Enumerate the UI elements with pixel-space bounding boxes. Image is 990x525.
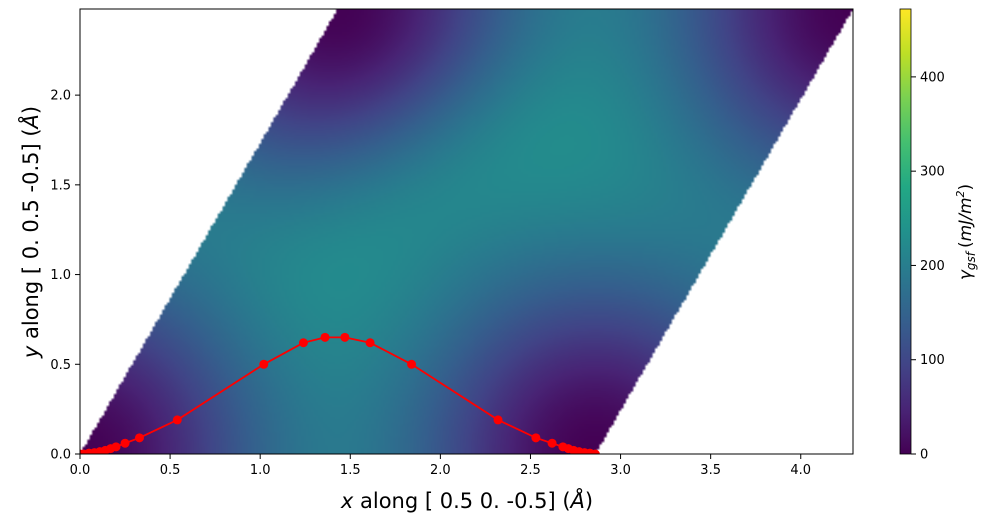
y-tick-label: 0.0 xyxy=(50,448,71,463)
x-tick-label: 0.0 xyxy=(70,463,91,478)
colorbar-ticks: 0 100 200 300 400 xyxy=(911,70,945,463)
x-tick-label: 3.5 xyxy=(700,463,721,478)
y-tick-label: 2.0 xyxy=(50,89,71,104)
path-point xyxy=(547,438,557,448)
colorbar-tick-label: 200 xyxy=(920,259,945,274)
path-point xyxy=(120,438,130,448)
colorbar-tick-label: 100 xyxy=(920,353,945,368)
colorbar-label: γgsf(mJ/m2) xyxy=(954,184,978,280)
path-point xyxy=(493,415,503,425)
path-point xyxy=(134,433,144,443)
colorbar-tick-label: 400 xyxy=(920,70,945,85)
path-point xyxy=(259,359,269,369)
path-series xyxy=(80,332,600,454)
y-axis-label: y along [ 0. 0.5 -0.5] (Å) xyxy=(17,106,43,359)
x-tick-label: 0.5 xyxy=(160,463,181,478)
heatmap-surface xyxy=(80,9,853,454)
x-tick-label: 1.5 xyxy=(340,463,361,478)
x-tick-label: 3.0 xyxy=(610,463,631,478)
path-point xyxy=(172,415,182,425)
x-tick-label: 2.5 xyxy=(520,463,541,478)
path-point xyxy=(531,433,541,443)
x-tick-label: 1.0 xyxy=(250,463,271,478)
plot-frame xyxy=(79,8,854,455)
y-tick-label: 1.5 xyxy=(50,178,71,193)
x-axis-label: x along [ 0.5 0. -0.5] (Å) xyxy=(340,487,593,513)
colorbar-tick-label: 300 xyxy=(920,165,945,180)
y-axis-ticks: 0.0 0.5 1.0 1.5 2.0 xyxy=(50,89,80,463)
y-tick-label: 0.5 xyxy=(50,358,71,373)
plot-area xyxy=(79,8,854,455)
path-point xyxy=(320,332,330,342)
path-point xyxy=(365,338,375,348)
path-point xyxy=(590,449,600,454)
colorbar-gradient xyxy=(899,8,912,455)
colorbar: 0 100 200 300 400 γgsf(mJ/m2) xyxy=(899,8,978,463)
x-tick-label: 2.0 xyxy=(430,463,451,478)
path-point xyxy=(111,442,121,452)
path-point xyxy=(340,332,350,342)
x-axis-ticks: 0.0 0.5 1.0 1.5 2.0 2.5 3.0 3.5 4.0 xyxy=(70,454,811,478)
y-tick-label: 1.0 xyxy=(50,268,71,283)
x-tick-label: 4.0 xyxy=(790,463,811,478)
path-point xyxy=(298,338,308,348)
path-point xyxy=(407,359,417,369)
colorbar-tick-label: 0 xyxy=(920,448,928,463)
